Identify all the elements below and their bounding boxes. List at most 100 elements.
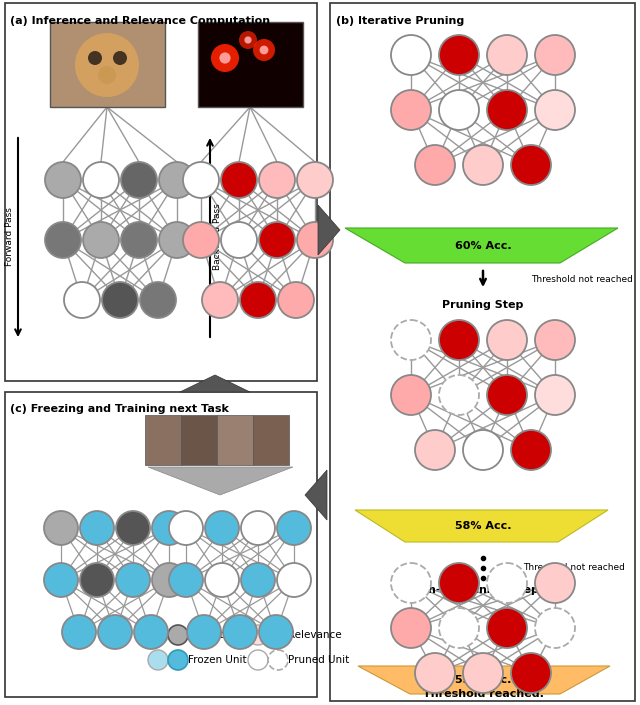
Text: (c) Freezing and Training next Task: (c) Freezing and Training next Task — [10, 404, 229, 414]
Circle shape — [168, 650, 188, 670]
Circle shape — [116, 511, 150, 545]
Circle shape — [535, 320, 575, 360]
FancyBboxPatch shape — [217, 415, 253, 465]
Text: Pruned Unit: Pruned Unit — [288, 655, 349, 665]
Circle shape — [248, 650, 268, 670]
Circle shape — [241, 563, 275, 597]
FancyBboxPatch shape — [198, 22, 303, 107]
Circle shape — [148, 650, 168, 670]
Circle shape — [113, 51, 127, 65]
FancyBboxPatch shape — [50, 22, 165, 107]
Circle shape — [535, 90, 575, 130]
Circle shape — [415, 653, 455, 693]
Circle shape — [121, 222, 157, 258]
Circle shape — [487, 375, 527, 415]
Circle shape — [183, 222, 219, 258]
Circle shape — [169, 563, 203, 597]
Text: Activation: Activation — [188, 630, 241, 640]
Circle shape — [44, 563, 78, 597]
Polygon shape — [355, 510, 608, 542]
Circle shape — [253, 39, 275, 61]
Circle shape — [297, 162, 333, 198]
Circle shape — [80, 511, 114, 545]
Text: Threshold reached.: Threshold reached. — [422, 689, 543, 699]
Circle shape — [277, 511, 311, 545]
Circle shape — [511, 653, 551, 693]
Circle shape — [102, 282, 138, 318]
Circle shape — [487, 90, 527, 130]
Circle shape — [152, 563, 186, 597]
Circle shape — [439, 563, 479, 603]
Circle shape — [202, 282, 238, 318]
Circle shape — [391, 320, 431, 360]
Circle shape — [259, 222, 295, 258]
Text: 55% Acc.: 55% Acc. — [455, 675, 511, 685]
Circle shape — [259, 615, 293, 649]
FancyBboxPatch shape — [145, 415, 181, 465]
Circle shape — [116, 563, 150, 597]
Circle shape — [45, 222, 81, 258]
FancyBboxPatch shape — [181, 415, 217, 465]
Circle shape — [169, 511, 203, 545]
Circle shape — [277, 563, 311, 597]
Circle shape — [268, 625, 288, 645]
Circle shape — [205, 511, 239, 545]
Circle shape — [391, 608, 431, 648]
Circle shape — [80, 563, 114, 597]
Circle shape — [98, 615, 132, 649]
Circle shape — [88, 51, 102, 65]
Text: Threshold not reached: Threshold not reached — [523, 563, 625, 572]
Text: Forward Pass: Forward Pass — [6, 207, 15, 266]
Text: (b) Iterative Pruning: (b) Iterative Pruning — [336, 16, 464, 26]
Text: 60% Acc.: 60% Acc. — [454, 241, 511, 251]
Circle shape — [487, 563, 527, 603]
Circle shape — [64, 282, 100, 318]
Circle shape — [391, 35, 431, 75]
Circle shape — [187, 615, 221, 649]
Circle shape — [463, 430, 503, 470]
Circle shape — [45, 162, 81, 198]
Circle shape — [121, 162, 157, 198]
Circle shape — [152, 511, 186, 545]
Circle shape — [535, 375, 575, 415]
Polygon shape — [180, 375, 250, 392]
Circle shape — [297, 222, 333, 258]
Circle shape — [439, 375, 479, 415]
Circle shape — [211, 44, 239, 72]
Circle shape — [75, 33, 139, 97]
Circle shape — [463, 653, 503, 693]
Circle shape — [260, 46, 268, 54]
Text: Frozen Unit: Frozen Unit — [188, 655, 246, 665]
Circle shape — [62, 615, 96, 649]
Circle shape — [415, 145, 455, 185]
Circle shape — [220, 52, 230, 63]
Circle shape — [148, 625, 168, 645]
Text: n-th Pruning Step: n-th Pruning Step — [428, 585, 538, 595]
Text: 58% Acc.: 58% Acc. — [455, 521, 511, 531]
FancyBboxPatch shape — [330, 3, 635, 701]
Circle shape — [415, 430, 455, 470]
Text: Relevance: Relevance — [288, 630, 342, 640]
Circle shape — [391, 563, 431, 603]
Circle shape — [511, 430, 551, 470]
Circle shape — [278, 282, 314, 318]
Text: Backward Pass: Backward Pass — [214, 204, 223, 271]
Circle shape — [511, 145, 551, 185]
FancyBboxPatch shape — [5, 3, 317, 381]
Circle shape — [439, 90, 479, 130]
Circle shape — [463, 145, 503, 185]
Polygon shape — [148, 467, 293, 495]
Circle shape — [83, 222, 119, 258]
Circle shape — [487, 320, 527, 360]
Polygon shape — [345, 228, 618, 263]
FancyBboxPatch shape — [5, 392, 317, 697]
Circle shape — [439, 35, 479, 75]
Circle shape — [183, 162, 219, 198]
Circle shape — [221, 222, 257, 258]
Circle shape — [535, 563, 575, 603]
Circle shape — [241, 511, 275, 545]
Polygon shape — [318, 205, 340, 255]
Circle shape — [268, 650, 288, 670]
FancyBboxPatch shape — [253, 415, 289, 465]
Circle shape — [239, 31, 257, 49]
